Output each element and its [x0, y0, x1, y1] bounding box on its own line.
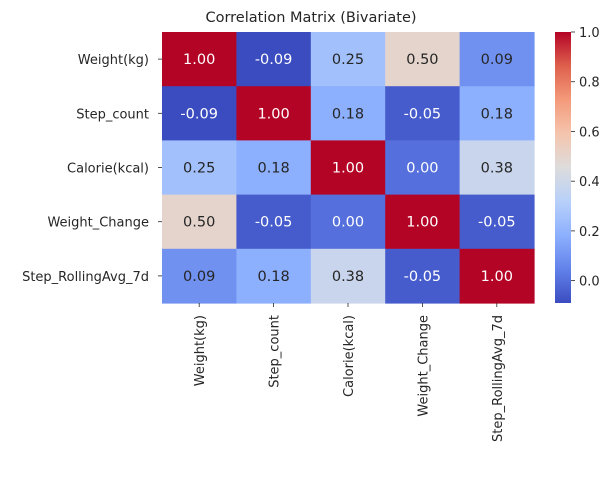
colorbar-tick-label: 0.0 [579, 275, 600, 290]
cell-value-label: -0.09 [180, 106, 218, 122]
heatmap-cell [310, 194, 386, 250]
column-tick-labels: Weight(kg) Step_count Calorie(kcal) Weight_… [193, 303, 506, 442]
x-tick-label: Step_RollingAvg_7d [491, 315, 506, 442]
cell-value-label: -0.05 [404, 269, 442, 285]
heatmap-cell [162, 32, 237, 87]
x-tick-label: Calorie(kcal) [342, 315, 357, 397]
cell-value-label: 1.00 [481, 269, 513, 285]
heatmap-cell [236, 140, 312, 196]
cell-value-label: 0.38 [481, 161, 513, 177]
colorbar-tick-label: 0.8 [579, 76, 600, 91]
cell-value-label: 0.25 [332, 52, 364, 68]
y-tick-label: Calorie(kcal) [67, 162, 149, 177]
heatmap-cell [459, 140, 535, 196]
cell-value-label: 0.18 [257, 269, 289, 285]
heatmap-cell [162, 194, 237, 250]
cell-value-label: -0.09 [255, 52, 293, 68]
cell-value-label: 0.18 [481, 106, 513, 122]
cell-value-label: 0.38 [332, 269, 364, 285]
colorbar-tick-label: 0.2 [579, 225, 600, 240]
chart-title: Correlation Matrix (Bivariate) [205, 10, 416, 26]
cell-value-label: 0.25 [183, 161, 215, 177]
cell-value-label: -0.05 [478, 215, 516, 231]
heatmap-cell [385, 32, 461, 87]
heatmap-cell [459, 194, 535, 250]
cell-value-label: -0.05 [255, 215, 293, 231]
cell-value-label: 0.00 [332, 215, 364, 231]
cell-value-label: 1.00 [183, 52, 215, 68]
cell-value-label: 0.09 [183, 269, 215, 285]
cell-value-label: 0.50 [406, 52, 438, 68]
heatmap-cell [385, 86, 461, 141]
y-tick-label: Step_count [76, 107, 149, 122]
cell-value-label: 1.00 [406, 215, 438, 231]
cell-value-label: 1.00 [332, 161, 364, 177]
heatmap-cell [162, 248, 237, 304]
cell-value-label: -0.05 [404, 106, 442, 122]
heatmap-cell [236, 194, 312, 250]
colorbar: 0.0 0.2 0.4 0.6 0.8 1.0 [555, 26, 600, 303]
heatmap-cell [385, 248, 461, 304]
cell-value-label: 0.18 [257, 161, 289, 177]
cell-value-label: 1.00 [257, 106, 289, 122]
row-tick-labels: Weight(kg) Step_count Calorie(kcal) Weight_… [22, 53, 162, 285]
heatmap-cell [459, 86, 535, 141]
heatmap-cell [236, 86, 312, 141]
colorbar-tick-label: 0.4 [579, 175, 600, 190]
heatmap-cell [162, 140, 237, 196]
x-tick-label: Weight_Change [416, 315, 431, 417]
heatmap-cell [236, 248, 312, 304]
heatmap-cells: 1.00 -0.09 0.25 0.50 0.09 -0.09 1.00 0.18 -0.05 0… [162, 32, 535, 304]
heatmap-cell [310, 86, 386, 141]
heatmap-cell [310, 32, 386, 87]
cell-value-label: 0.00 [406, 161, 438, 177]
heatmap-cell [310, 140, 386, 196]
y-tick-label: Weight(kg) [78, 53, 149, 68]
y-tick-label: Step_RollingAvg_7d [22, 270, 149, 285]
x-tick-label: Weight(kg) [193, 315, 208, 386]
heatmap-cell [459, 248, 535, 304]
cell-value-label: 0.50 [183, 215, 215, 231]
colorbar-tick-label: 0.6 [579, 125, 600, 140]
heatmap-cell [385, 140, 461, 196]
heatmap-cell [459, 32, 535, 87]
colorbar-gradient [555, 32, 571, 303]
heatmap-cell [310, 248, 386, 304]
colorbar-tick-label: 1.0 [579, 26, 600, 41]
heatmap-cell [385, 194, 461, 250]
y-tick-label: Weight_Change [47, 216, 149, 231]
heatmap-cell [162, 86, 237, 141]
cell-value-label: 0.09 [481, 52, 513, 68]
x-tick-label: Step_count [268, 315, 283, 388]
heatmap-cell [236, 32, 312, 87]
cell-value-label: 0.18 [332, 106, 364, 122]
